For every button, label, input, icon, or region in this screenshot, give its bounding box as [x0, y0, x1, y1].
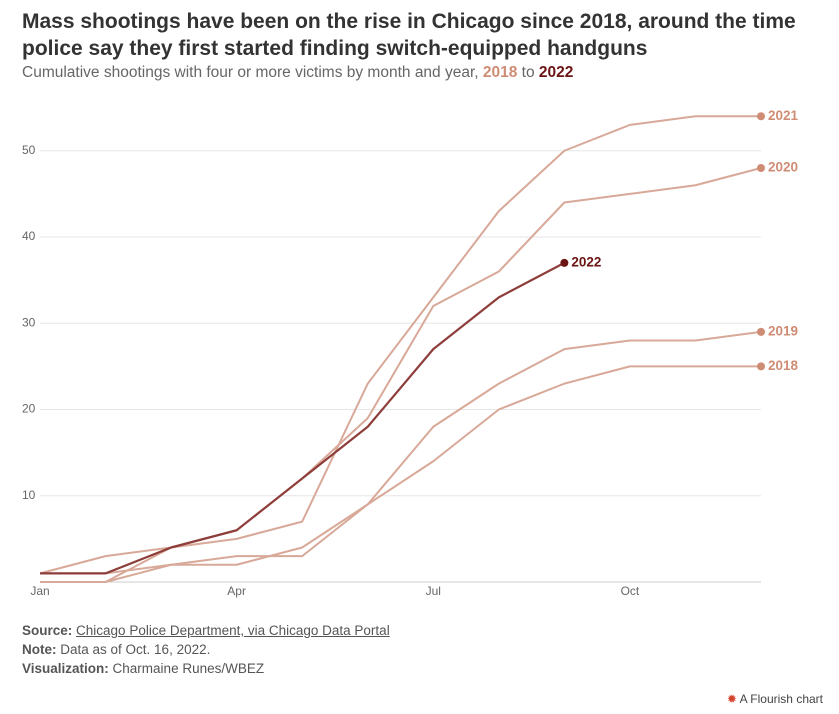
viz-line: Visualization: Charmaine Runes/WBEZ	[22, 661, 264, 676]
brand-text: A Flourish chart	[739, 692, 823, 706]
y-tick-label: 50	[22, 143, 36, 157]
x-tick-label: Oct	[621, 584, 640, 598]
y-tick-label: 10	[22, 488, 36, 502]
source-label: Source:	[22, 623, 73, 638]
note-line: Note: Data as of Oct. 16, 2022.	[22, 642, 210, 657]
chart: 10 20 30 40 50 Jan Apr Jul Oct 2018 2019 2020 2021 20…	[22, 108, 799, 598]
end-dot	[757, 112, 765, 121]
subtitle-year: 2022	[538, 64, 574, 81]
series-label: 2018	[768, 358, 799, 373]
viz-label: Visualization:	[22, 661, 109, 676]
series-label: 2022	[571, 254, 601, 269]
series-label: 2021	[768, 108, 799, 123]
subtitle-text: Cumulative shootings with four or more v…	[22, 64, 483, 81]
series-line	[40, 167, 762, 583]
end-dot	[757, 327, 765, 336]
note-text: Data as of Oct. 16, 2022.	[60, 642, 211, 657]
series-label: 2019	[768, 323, 798, 338]
series-line	[40, 261, 565, 575]
chart-subtitle: Cumulative shootings with four or more v…	[22, 64, 573, 82]
note-label: Note:	[22, 642, 57, 657]
x-tick-label: Jan	[30, 584, 49, 598]
end-dot	[757, 164, 765, 172]
series-label: 2020	[768, 160, 798, 175]
series-line	[39, 115, 761, 575]
series-line	[40, 365, 761, 575]
subtitle-text: to	[517, 64, 539, 81]
x-tick-label: Apr	[227, 584, 246, 598]
subtitle-year: 2018	[482, 64, 518, 81]
flourish-brand[interactable]: ✹ A Flourish chart	[726, 692, 823, 706]
end-dot	[560, 258, 569, 267]
source-line: Source: Chicago Police Department, via C…	[22, 623, 390, 638]
viz-text: Charmaine Runes/WBEZ	[112, 661, 265, 676]
y-tick-label: 40	[22, 229, 36, 243]
chart-title: Mass shootings have been on the rise in …	[22, 10, 796, 60]
x-tick-label: Jul	[426, 584, 441, 598]
end-dot	[757, 362, 765, 371]
source-link[interactable]: Chicago Police Department, via Chicago D…	[76, 623, 390, 638]
y-tick-label: 20	[22, 402, 36, 416]
series-line	[40, 330, 762, 583]
y-tick-label: 30	[22, 315, 36, 329]
